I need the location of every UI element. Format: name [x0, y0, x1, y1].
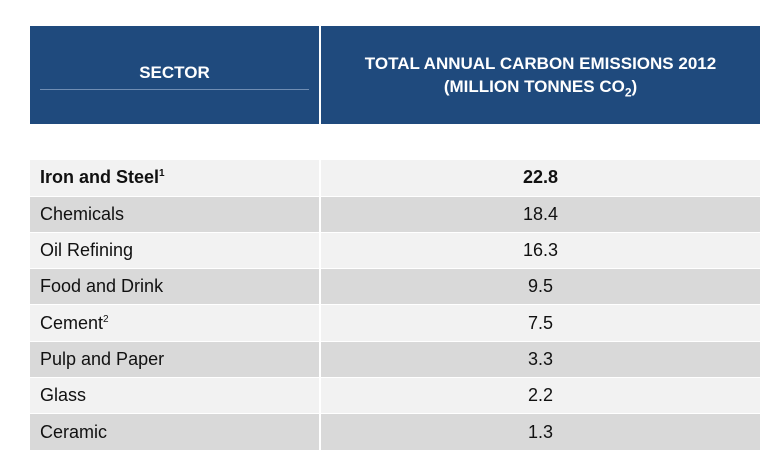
emissions-table-container: SECTOR TOTAL ANNUAL CARBON EMISSIONS 201… — [30, 26, 760, 451]
sector-cell: Oil Refining — [30, 232, 321, 270]
footnote-marker: 1 — [159, 168, 165, 180]
sector-name: Chemicals — [40, 203, 125, 224]
header-total-line2-prefix: (MILLION TONNES CO — [443, 77, 625, 96]
sector-name: Food and Drink — [40, 276, 164, 297]
table-row: Cement2 7.5 — [30, 304, 760, 342]
sector-cell: Iron and Steel1 — [30, 159, 321, 197]
sector-cell: Pulp and Paper — [30, 341, 321, 379]
sector-cell: Cement2 — [30, 304, 321, 342]
emissions-value-cell: 22.8 — [320, 159, 760, 197]
header-total-line2-suffix: ) — [631, 77, 638, 96]
header-sector: SECTOR — [30, 26, 321, 124]
header-separator-cell — [30, 124, 760, 161]
table-body: Iron and Steel1 22.8 Chemicals 18.4 Oil Refi… — [30, 124, 760, 451]
sector-name: Iron and Steel — [40, 167, 160, 188]
sector-cell: Ceramic — [30, 413, 321, 451]
emissions-value-cell: 3.3 — [320, 341, 760, 379]
header-sector-label: SECTOR — [40, 61, 309, 90]
header-row: SECTOR TOTAL ANNUAL CARBON EMISSIONS 201… — [30, 26, 760, 124]
emissions-value-cell: 7.5 — [320, 304, 760, 342]
sector-cell: Chemicals — [30, 196, 321, 233]
emissions-value-cell: 2.2 — [320, 377, 760, 415]
table-row: Chemicals 18.4 — [30, 196, 760, 233]
sector-name: Cement — [40, 312, 104, 333]
header-total-line1: TOTAL ANNUAL CARBON EMISSIONS 2012 — [364, 54, 717, 73]
header-co2-subscript: 2 — [624, 85, 632, 100]
emissions-value-cell: 1.3 — [320, 413, 760, 451]
footnote-marker: 2 — [103, 313, 109, 325]
sector-name: Oil Refining — [40, 240, 134, 261]
emissions-value-cell: 16.3 — [320, 232, 760, 270]
table-row: Iron and Steel1 22.8 — [30, 159, 760, 197]
emissions-value-cell: 18.4 — [320, 196, 760, 233]
header-total-line2: (MILLION TONNES CO2) — [321, 75, 760, 98]
table-row: Food and Drink 9.5 — [30, 268, 760, 306]
table-row: Pulp and Paper 3.3 — [30, 341, 760, 379]
table-row: Oil Refining 16.3 — [30, 232, 760, 270]
sector-cell: Glass — [30, 377, 321, 415]
table-header: SECTOR TOTAL ANNUAL CARBON EMISSIONS 201… — [30, 26, 760, 124]
sector-name: Ceramic — [40, 421, 108, 442]
sector-name: Pulp and Paper — [40, 348, 165, 369]
table-row: Ceramic 1.3 — [30, 413, 760, 451]
emissions-value-cell: 9.5 — [320, 268, 760, 306]
emissions-table: SECTOR TOTAL ANNUAL CARBON EMISSIONS 201… — [30, 26, 760, 451]
header-separator — [30, 124, 760, 161]
header-total-emissions: TOTAL ANNUAL CARBON EMISSIONS 2012 (MILL… — [320, 26, 760, 124]
table-row: Glass 2.2 — [30, 377, 760, 415]
sector-name: Glass — [40, 385, 87, 406]
sector-cell: Food and Drink — [30, 268, 321, 306]
